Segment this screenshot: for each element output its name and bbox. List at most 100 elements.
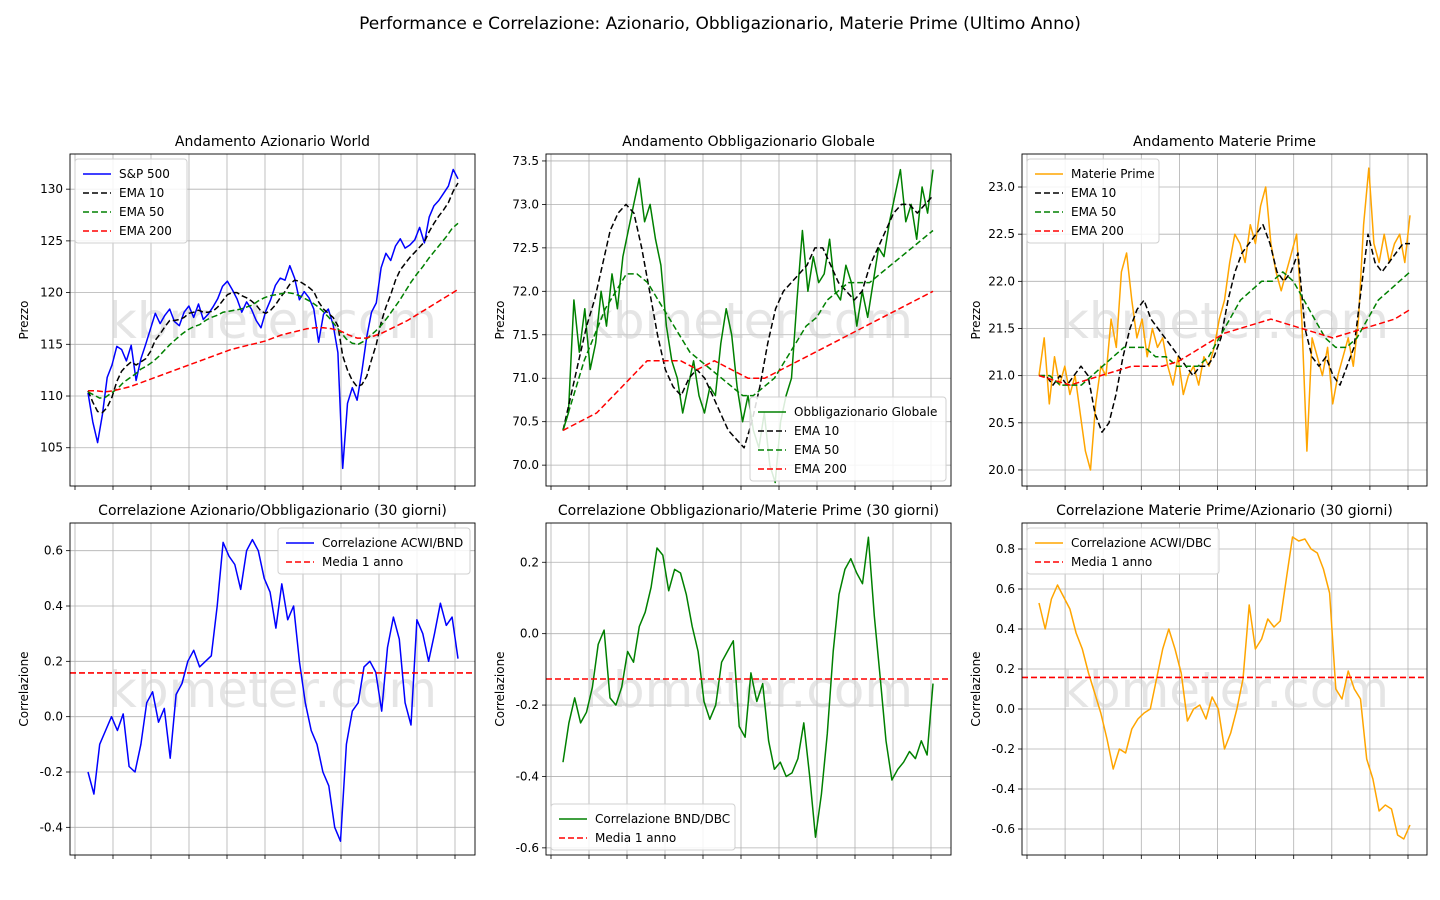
- y-tick-label: -0.4: [992, 782, 1015, 796]
- y-tick-label: -0.4: [516, 769, 539, 783]
- legend-label: EMA 200: [119, 224, 172, 238]
- figure-title: Performance e Correlazione: Azionario, O…: [359, 14, 1081, 34]
- axes-frame: [545, 522, 952, 856]
- plot-area: [546, 536, 951, 838]
- legend-label: EMA 10: [794, 424, 839, 438]
- y-tick-label: 22.5: [988, 227, 1015, 241]
- legend-box: [550, 803, 736, 851]
- y-tick-label: 0.6: [996, 582, 1015, 596]
- watermark: kbmeter.com: [1060, 661, 1389, 719]
- series-line: [1039, 223, 1410, 433]
- series-line: [1038, 308, 1411, 386]
- subplot-title: Correlazione Obbligazionario/Materie Pri…: [558, 503, 939, 519]
- axes-frame: [1021, 522, 1428, 856]
- y-tick-label: 125: [40, 234, 63, 248]
- axes-frame: [1021, 153, 1428, 487]
- y-axis-label: Prezzo: [493, 300, 507, 339]
- series-line: [562, 168, 934, 484]
- axes-frame: [69, 153, 476, 487]
- y-tick-label: 0.2: [996, 662, 1015, 676]
- y-tick-label: 20.5: [988, 416, 1015, 430]
- series-line: [562, 290, 934, 432]
- subplot-title: Andamento Materie Prime: [1133, 134, 1316, 150]
- y-tick-label: -0.2: [516, 698, 539, 712]
- subplot-4: -0.4 -0.2 0.0 0.2 0.4 0.6 kbmeter.com Correlazi…: [17, 503, 476, 859]
- plot-area: [1022, 536, 1427, 840]
- y-tick-label: 73.5: [512, 154, 539, 168]
- legend-label: EMA 50: [794, 443, 839, 457]
- series-line: [87, 222, 459, 399]
- legend-box: [1026, 527, 1220, 575]
- subplot-title: Correlazione Materie Prime/Azionario (30…: [1056, 503, 1393, 519]
- legend-label: Media 1 anno: [322, 555, 403, 569]
- y-tick-label: 0.6: [44, 544, 63, 558]
- legend: Correlazione ACWI/DBC Media 1 anno: [1026, 527, 1220, 575]
- legend: S&P 500 EMA 10 EMA 50 EMA 200: [74, 158, 188, 244]
- y-tick-label: 21.0: [988, 369, 1015, 383]
- y-tick-label: 0.2: [44, 654, 63, 668]
- plot-area: [87, 168, 459, 470]
- y-tick-label: 0.4: [996, 622, 1015, 636]
- subplot-6: -0.6 -0.4 -0.2 0.0 0.2 0.4 0.6 0.8 kbmeter.com Co…: [969, 503, 1428, 859]
- y-tick-label: 70.0: [512, 458, 539, 472]
- series-line: [1038, 536, 1411, 840]
- subplot-1: 105 110 115 120 125 130 kbmeter.com Andamento A…: [17, 134, 476, 490]
- y-axis-label: Correlazione: [969, 651, 983, 726]
- legend: Obbligazionario Globale EMA 10 EMA 50 EMA 2…: [749, 396, 947, 482]
- legend-box: [1026, 158, 1160, 244]
- watermark: kbmeter.com: [584, 661, 913, 719]
- legend-label: EMA 50: [1071, 205, 1116, 219]
- series-line: [87, 182, 459, 414]
- watermark: kbmeter.com: [108, 661, 437, 719]
- subplot-title: Andamento Azionario World: [175, 134, 370, 150]
- y-tick-label: 0.4: [44, 599, 63, 613]
- y-axis-label: Correlazione: [17, 651, 31, 726]
- y-tick-label: 22.0: [988, 274, 1015, 288]
- legend-label: Materie Prime: [1071, 167, 1155, 181]
- legend-label: Correlazione BND/DBC: [595, 812, 730, 826]
- y-tick-label: 130: [40, 182, 63, 196]
- y-axis-label: Prezzo: [969, 300, 983, 339]
- legend-label: EMA 10: [119, 186, 164, 200]
- y-tick-label: 0.0: [44, 710, 63, 724]
- watermark: kbmeter.com: [108, 292, 437, 350]
- axes-frame: [69, 522, 476, 856]
- legend-label: EMA 200: [1071, 224, 1124, 238]
- legend-box: [74, 158, 188, 244]
- subplot-3: 20.020.521.021.522.022.523.0kbmeter.comA…: [969, 134, 1428, 490]
- series-line: [1039, 271, 1411, 386]
- y-tick-label: 71.5: [512, 328, 539, 342]
- y-tick-label: -0.2: [992, 742, 1015, 756]
- legend-label: Media 1 anno: [595, 831, 676, 845]
- y-tick-label: 71.0: [512, 371, 539, 385]
- y-tick-label: 20.0: [988, 463, 1015, 477]
- legend-label: S&P 500: [119, 167, 170, 181]
- y-tick-label: 73.0: [512, 197, 539, 211]
- y-tick-label: 120: [40, 286, 63, 300]
- y-tick-label: -0.6: [516, 841, 539, 855]
- series-line: [562, 195, 934, 449]
- y-tick-label: -0.6: [992, 822, 1015, 836]
- subplot-title: Andamento Obbligazionario Globale: [622, 134, 875, 150]
- y-tick-label: 21.5: [988, 321, 1015, 335]
- series-line: [1038, 167, 1411, 471]
- legend-label: EMA 200: [794, 462, 847, 476]
- y-tick-label: 72.0: [512, 284, 539, 298]
- legend-box: [749, 396, 947, 482]
- legend-label: Obbligazionario Globale: [794, 405, 937, 419]
- legend: Correlazione ACWI/BND Media 1 anno: [277, 527, 471, 575]
- series-line: [87, 168, 459, 470]
- y-tick-label: -0.2: [40, 765, 63, 779]
- y-axis-label: Correlazione: [493, 651, 507, 726]
- legend: Materie Prime EMA 10 EMA 50 EMA 200: [1026, 158, 1160, 244]
- y-tick-label: 0.0: [520, 627, 539, 641]
- y-tick-label: 0.8: [996, 542, 1015, 556]
- y-tick-label: 23.0: [988, 180, 1015, 194]
- subplot-5: -0.6 -0.4 -0.2 0.0 0.2 kbmeter.com Correlazion…: [493, 503, 952, 859]
- y-tick-label: 115: [40, 337, 63, 351]
- y-tick-label: 70.5: [512, 415, 539, 429]
- legend-label: EMA 10: [1071, 186, 1116, 200]
- plot-area: [562, 168, 934, 484]
- plot-area: [70, 538, 475, 842]
